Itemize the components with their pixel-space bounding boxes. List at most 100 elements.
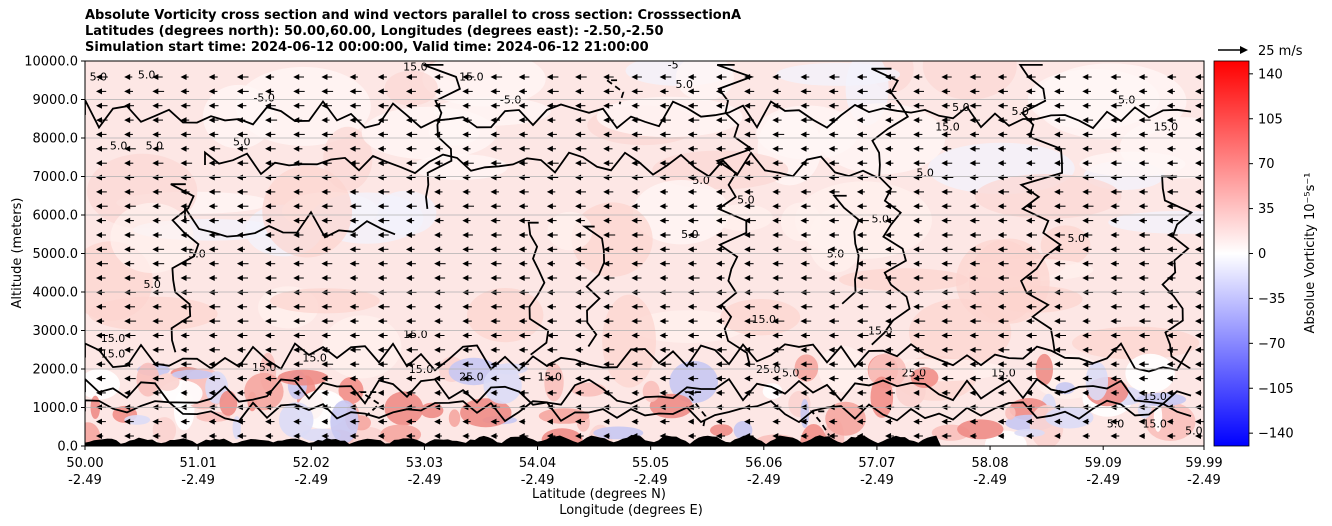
wind-vector-head xyxy=(124,74,131,80)
wind-vector-head xyxy=(208,174,215,181)
wind-vector xyxy=(1166,217,1179,224)
wind-vector-head xyxy=(265,260,272,267)
wind-vector-head xyxy=(941,217,948,224)
wind-vector xyxy=(462,74,475,80)
wind-vector-head xyxy=(913,346,920,353)
wind-vector xyxy=(575,188,586,195)
wind-vector xyxy=(997,117,1008,124)
wind-vector xyxy=(913,433,923,439)
wind-vector xyxy=(265,303,277,310)
wind-vector-head xyxy=(659,160,666,167)
wind-vector-head xyxy=(913,160,920,167)
wind-vector xyxy=(1195,203,1204,210)
wind-vector xyxy=(434,346,446,353)
wind-vector-head xyxy=(885,332,892,339)
wind-vector xyxy=(405,174,416,181)
contour-label-40: 25.0 xyxy=(459,371,484,384)
wind-vector xyxy=(997,246,1008,253)
wind-vector xyxy=(377,260,388,267)
wind-vector xyxy=(631,117,640,124)
wind-vector xyxy=(1110,433,1120,439)
wind-vector xyxy=(631,88,643,95)
contour-label-35: 15.0 xyxy=(991,367,1016,380)
wind-vector-head xyxy=(96,117,102,124)
wind-vector xyxy=(265,375,277,382)
wind-vector-head xyxy=(1025,217,1032,224)
wind-vector-head xyxy=(885,246,892,253)
x-tick-label-longitude: -2.49 xyxy=(634,473,668,488)
wind-vector-head xyxy=(1110,74,1117,80)
wind-vector xyxy=(377,203,389,210)
contour-line-0 xyxy=(85,99,1192,130)
wind-vector-head xyxy=(828,217,835,224)
wind-vector-head xyxy=(687,318,694,325)
wind-vector xyxy=(405,303,416,310)
wind-vector xyxy=(405,275,415,282)
wind-vector xyxy=(208,260,219,267)
wind-vector-head xyxy=(377,74,384,80)
wind-vector xyxy=(434,174,446,181)
wind-vector xyxy=(490,346,500,353)
wind-vector xyxy=(885,217,896,224)
wind-vector xyxy=(1025,418,1034,425)
wind-vector-head xyxy=(687,203,694,210)
wind-vector xyxy=(180,389,188,396)
wind-vector-head xyxy=(631,361,638,368)
wind-vector-head xyxy=(1166,318,1173,325)
wind-vector-head xyxy=(715,102,722,109)
wind-vector xyxy=(180,418,190,425)
wind-vector xyxy=(321,246,331,253)
wind-vector-head xyxy=(180,246,187,253)
wind-vector xyxy=(856,231,867,238)
wind-vector xyxy=(856,389,867,396)
wind-vector-head xyxy=(1054,131,1061,138)
wind-vector-head xyxy=(772,117,779,124)
wind-vector xyxy=(265,217,275,224)
wind-vector xyxy=(885,332,896,339)
wind-vector-head xyxy=(152,303,159,310)
contour-line-12 xyxy=(715,63,754,366)
wind-vector-head xyxy=(1195,332,1201,339)
wind-vector xyxy=(659,303,671,310)
wind-vector-head xyxy=(885,188,892,195)
wind-vector-head xyxy=(490,318,497,325)
wind-vector xyxy=(1166,433,1176,439)
wind-vector xyxy=(1054,389,1063,396)
wind-vector-head xyxy=(1166,74,1173,80)
wind-vector-head xyxy=(715,246,722,253)
wind-vector-head xyxy=(546,231,553,238)
wind-vector-head xyxy=(913,203,920,210)
wind-vector-head xyxy=(687,217,694,224)
wind-vector xyxy=(546,117,556,124)
wind-vector xyxy=(603,217,612,224)
x-tick-label-latitude: 57.07 xyxy=(858,456,895,471)
wind-vector xyxy=(1025,160,1036,167)
vorticity-patch xyxy=(136,362,160,397)
wind-vector-head xyxy=(265,346,272,353)
wind-vector xyxy=(659,375,671,382)
wind-vector-head xyxy=(546,375,553,382)
wind-vector-head xyxy=(659,433,666,439)
wind-vector-head xyxy=(772,174,779,181)
wind-vector-head xyxy=(490,418,497,425)
wind-vector xyxy=(941,375,954,382)
wind-vector xyxy=(490,217,501,224)
wind-vector-head xyxy=(462,131,469,138)
wind-vector xyxy=(885,246,894,253)
wind-vector xyxy=(405,433,416,439)
wind-vector-head xyxy=(434,174,441,181)
wind-vector xyxy=(518,246,527,253)
wind-vector-head xyxy=(293,375,300,382)
wind-vector xyxy=(434,160,443,167)
wind-vector-head xyxy=(236,275,243,282)
wind-vector-head xyxy=(997,246,1004,253)
wind-vector xyxy=(969,188,978,195)
wind-vector-head xyxy=(885,231,892,238)
wind-vector xyxy=(1082,160,1092,167)
wind-vector-head xyxy=(969,102,976,109)
wind-vector xyxy=(405,74,417,80)
wind-vector xyxy=(1025,145,1038,152)
wind-vector xyxy=(208,303,221,310)
wind-vector-head xyxy=(828,131,835,138)
wind-vector xyxy=(236,375,247,382)
